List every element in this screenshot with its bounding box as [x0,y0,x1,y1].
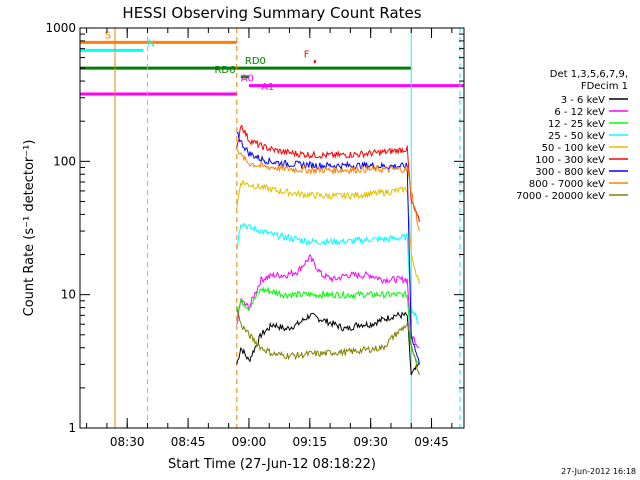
legend-header: Det 1,3,5,6,7,9, [550,69,628,80]
flag-label-n: N [147,38,154,49]
legend-entry-label: 12 - 25 keV [548,119,605,130]
chart-title: HESSI Observing Summary Count Rates [122,4,421,22]
series-line [236,305,420,376]
y-tick-label: 100 [53,154,76,168]
series-line [236,179,420,285]
series-line [236,148,420,232]
plot-frame [79,27,465,429]
y-axis-label: Count Rate (s⁻¹ detector⁻¹) [22,140,37,317]
footer-date: 27-Jun-2012 16:18 [561,467,636,476]
x-tick-label: 08:30 [110,435,145,449]
flag-label-rd0: RD0 [245,56,266,67]
y-tick-label: 1000 [45,21,76,35]
series-line [236,285,420,365]
legend-entry-label: 50 - 100 keV [542,143,606,154]
x-tick-label: 09:30 [353,435,388,449]
series-line [236,311,420,376]
flag-label-s: S [105,30,111,41]
legend-entry-label: 25 - 50 keV [548,131,605,142]
flag-label-a1: A1 [261,82,274,93]
legend-entry-label: 100 - 300 keV [535,155,605,166]
y-tick-label: 10 [61,288,76,302]
x-tick-label: 09:15 [293,435,328,449]
x-tick-label: 08:45 [171,435,206,449]
x-axis: 08:30 08:45 09:00 09:15 09:30 09:45 [86,28,453,449]
x-tick-label: 09:45 [414,435,449,449]
legend-header: FDecim 1 [581,81,628,92]
legend-entry-label: 3 - 6 keV [561,95,605,106]
flag-label-a0: A0 [241,74,254,85]
flag-label-f: F [304,50,310,61]
series-line [236,131,420,365]
legend-entry-label: 7000 - 20000 keV [516,191,605,202]
x-tick-label: 09:00 [232,435,267,449]
series-line [236,124,420,223]
legend-entry-label: 300 - 800 keV [535,167,605,178]
status-flags: S N RD0 RD6 A0 A1 F [80,30,464,96]
flag-label-rd6: RD6 [214,65,235,76]
count-series [236,124,420,376]
legend-entry-label: 800 - 7000 keV [529,179,605,190]
series-line [236,222,420,325]
series-line [236,253,420,349]
x-axis-label: Start Time (27-Jun-12 08:18:22) [168,457,376,472]
legend-entry-label: 6 - 12 keV [554,107,605,118]
y-tick-label: 1 [68,421,76,435]
y-axis: 1 10 100 1000 [45,21,464,435]
